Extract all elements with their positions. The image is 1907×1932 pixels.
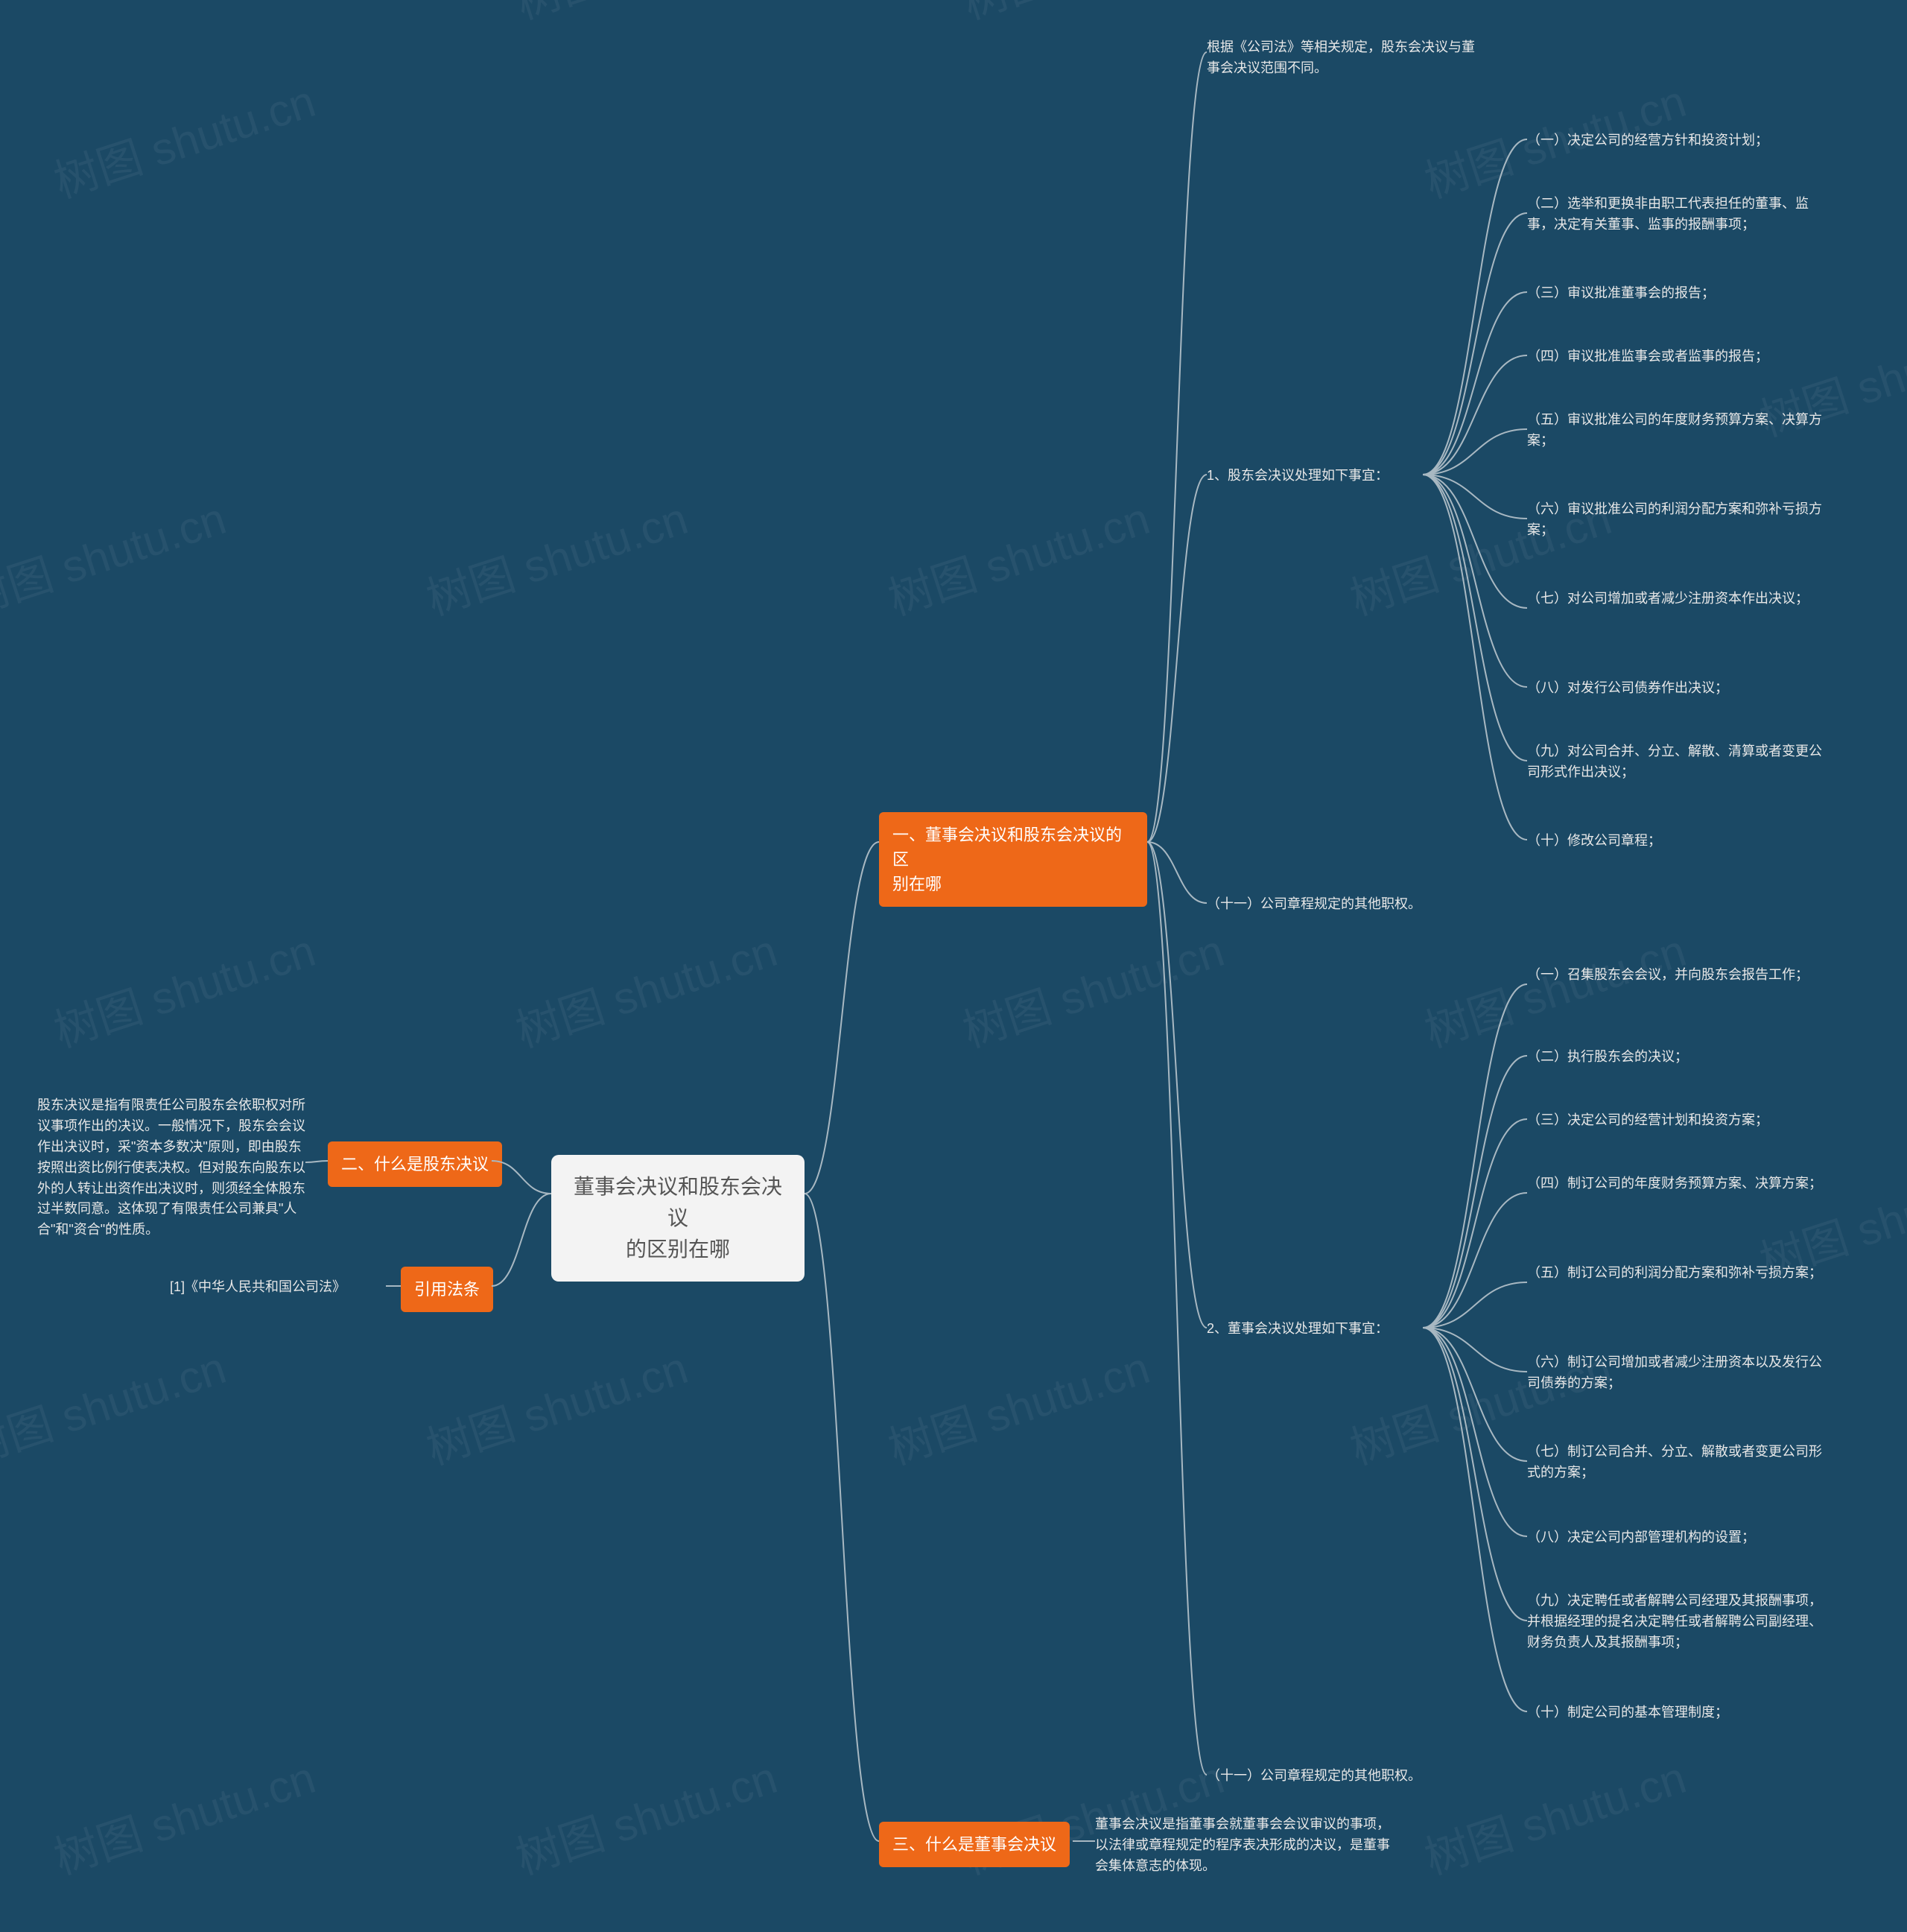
watermark: 树图 shutu.cn bbox=[417, 483, 695, 628]
root-line2: 的区别在哪 bbox=[626, 1238, 730, 1261]
section1-sub1-item-7: （七）对公司增加或者减少注册资本作出决议； bbox=[1527, 589, 1825, 609]
section4-body: [1]《中华人民共和国公司法》 bbox=[170, 1277, 386, 1298]
section1-intro-l1: 根据《公司法》等相关规定，股东会决议与董 bbox=[1207, 39, 1475, 54]
watermark: 树图 shutu.cn bbox=[507, 1742, 784, 1887]
section1-title-line2: 别在哪 bbox=[892, 875, 942, 893]
section1-sub2-trailing: （十一）公司章程规定的其他职权。 bbox=[1207, 1766, 1505, 1787]
section1-sub2-item-7: （七）制订公司合并、分立、解散或者变更公司形式的方案； bbox=[1527, 1442, 1825, 1483]
section1-sub1-item-2: （二）选举和更换非由职工代表担任的董事、监事，决定有关董事、监事的报酬事项； bbox=[1527, 194, 1825, 235]
section1-sub1-item-4: （四）审议批准监事会或者监事的报告； bbox=[1527, 346, 1825, 367]
section1-sub1-item-5: （五）审议批准公司的年度财务预算方案、决算方案； bbox=[1527, 410, 1825, 452]
watermark: 树图 shutu.cn bbox=[417, 1332, 695, 1477]
watermark: 树图 shutu.cn bbox=[1415, 915, 1693, 1060]
watermark: 树图 shutu.cn bbox=[954, 0, 1231, 32]
section1-sub1-item-10: （十）修改公司章程； bbox=[1527, 831, 1825, 852]
section2-body: 股东决议是指有限责任公司股东会依职权对所议事项作出的决议。一般情况下，股东会会议… bbox=[37, 1095, 305, 1241]
section1-intro-l2: 事会决议范围不同。 bbox=[1207, 60, 1327, 75]
watermark: 树图 shutu.cn bbox=[45, 66, 323, 211]
watermark: 树图 shutu.cn bbox=[0, 1332, 233, 1477]
watermark: 树图 shutu.cn bbox=[954, 915, 1231, 1060]
section1-sub1-item-9: （九）对公司合并、分立、解散、清算或者变更公司形式作出决议； bbox=[1527, 741, 1825, 783]
watermark: 树图 shutu.cn bbox=[45, 1742, 323, 1887]
section1-sub2-item-6: （六）制订公司增加或者减少注册资本以及发行公司债券的方案； bbox=[1527, 1352, 1825, 1394]
root-line1: 董事会决议和股东会决议 bbox=[574, 1175, 782, 1229]
watermark: 树图 shutu.cn bbox=[507, 0, 784, 32]
watermark: 树图 shutu.cn bbox=[45, 915, 323, 1060]
section1-sub2-item-8: （八）决定公司内部管理机构的设置； bbox=[1527, 1527, 1825, 1548]
section1-sub2-item-4: （四）制订公司的年度财务预算方案、决算方案； bbox=[1527, 1174, 1825, 1194]
section2-title: 二、什么是股东决议 bbox=[328, 1141, 502, 1187]
section1-intro: 根据《公司法》等相关规定，股东会决议与董 事会决议范围不同。 bbox=[1207, 37, 1505, 79]
section1-sub2-item-2: （二）执行股东会的决议； bbox=[1527, 1047, 1825, 1068]
section1-sub2-item-9: （九）决定聘任或者解聘公司经理及其报酬事项，并根据经理的提名决定聘任或者解聘公司… bbox=[1527, 1591, 1825, 1653]
section1-sub1-item-6: （六）审议批准公司的利润分配方案和弥补亏损方案； bbox=[1527, 499, 1825, 541]
watermark: 树图 shutu.cn bbox=[879, 483, 1157, 628]
watermark: 树图 shutu.cn bbox=[879, 1332, 1157, 1477]
section1-sub2-item-10: （十）制定公司的基本管理制度； bbox=[1527, 1703, 1825, 1723]
section1-sub1-label: 1、股东会决议处理如下事宜： bbox=[1207, 466, 1430, 487]
section1-sub2-item-5: （五）制订公司的利润分配方案和弥补亏损方案； bbox=[1527, 1263, 1825, 1284]
section1-sub2-item-3: （三）决定公司的经营计划和投资方案； bbox=[1527, 1110, 1825, 1131]
section1-sub2-label: 2、董事会决议处理如下事宜： bbox=[1207, 1319, 1430, 1340]
section1-sub1-item-1: （一）决定公司的经营方针和投资计划； bbox=[1527, 130, 1825, 151]
root-node: 董事会决议和股东会决议 的区别在哪 bbox=[551, 1155, 805, 1282]
section1-sub1-item-8: （八）对发行公司债券作出决议； bbox=[1527, 678, 1825, 699]
section3-body: 董事会决议是指董事会就董事会会议审议的事项，以法律或章程规定的程序表决形成的决议… bbox=[1095, 1814, 1393, 1877]
section1-title: 一、董事会决议和股东会决议的区 别在哪 bbox=[879, 812, 1147, 907]
section4-title: 引用法条 bbox=[401, 1267, 493, 1312]
watermark: 树图 shutu.cn bbox=[507, 915, 784, 1060]
section1-title-line1: 一、董事会决议和股东会决议的区 bbox=[892, 826, 1122, 869]
section3-title: 三、什么是董事会决议 bbox=[879, 1822, 1070, 1867]
section1-sub2-item-1: （一）召集股东会会议，并向股东会报告工作； bbox=[1527, 965, 1825, 986]
watermark: 树图 shutu.cn bbox=[1415, 1742, 1693, 1887]
watermark: 树图 shutu.cn bbox=[0, 483, 233, 628]
section1-sub1-item-3: （三）审议批准董事会的报告； bbox=[1527, 283, 1825, 304]
section1-sub1-trailing: （十一）公司章程规定的其他职权。 bbox=[1207, 894, 1505, 915]
